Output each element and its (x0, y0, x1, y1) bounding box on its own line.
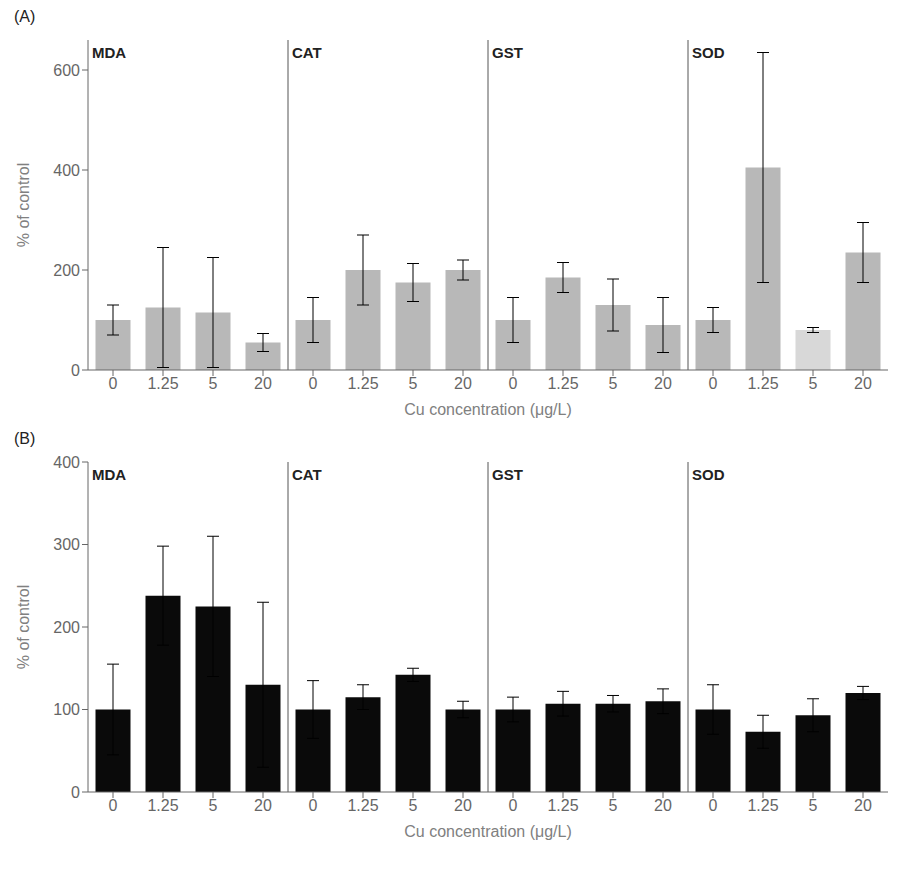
svg-text:Cu concentration (μg/L): Cu concentration (μg/L) (404, 823, 572, 840)
svg-text:CAT: CAT (292, 44, 322, 61)
svg-text:400: 400 (53, 454, 80, 471)
svg-text:0: 0 (509, 797, 518, 814)
svg-text:MDA: MDA (92, 466, 126, 483)
svg-text:5: 5 (409, 375, 418, 392)
svg-text:600: 600 (53, 62, 80, 79)
svg-text:20: 20 (654, 797, 672, 814)
svg-text:SOD: SOD (692, 466, 725, 483)
svg-text:5: 5 (209, 375, 218, 392)
svg-text:0: 0 (71, 362, 80, 379)
svg-text:1.25: 1.25 (347, 375, 378, 392)
svg-text:5: 5 (209, 797, 218, 814)
svg-text:0: 0 (509, 375, 518, 392)
svg-text:300: 300 (53, 536, 80, 553)
svg-text:1.25: 1.25 (147, 375, 178, 392)
svg-text:1.25: 1.25 (547, 375, 578, 392)
svg-text:20: 20 (454, 797, 472, 814)
svg-text:200: 200 (53, 619, 80, 636)
html-text:(B): (B) (14, 430, 36, 447)
svg-text:0: 0 (309, 797, 318, 814)
svg-text:GST: GST (492, 466, 523, 483)
svg-text:0: 0 (109, 797, 118, 814)
svg-text:5: 5 (609, 375, 618, 392)
svg-text:20: 20 (254, 797, 272, 814)
svg-text:MDA: MDA (92, 44, 126, 61)
svg-text:% of control: % of control (15, 163, 32, 247)
svg-text:1.25: 1.25 (747, 797, 778, 814)
svg-text:20: 20 (854, 375, 872, 392)
svg-text:0: 0 (109, 375, 118, 392)
svg-text:GST: GST (492, 44, 523, 61)
svg-text:CAT: CAT (292, 466, 322, 483)
svg-text:20: 20 (454, 375, 472, 392)
svg-text:20: 20 (254, 375, 272, 392)
svg-text:% of control: % of control (15, 585, 32, 669)
svg-text:5: 5 (809, 797, 818, 814)
svg-text:SOD: SOD (692, 44, 725, 61)
svg-text:20: 20 (654, 375, 672, 392)
svg-text:1.25: 1.25 (547, 797, 578, 814)
svg-text:Cu concentration (μg/L): Cu concentration (μg/L) (404, 401, 572, 418)
svg-text:1.25: 1.25 (147, 797, 178, 814)
svg-text:400: 400 (53, 162, 80, 179)
svg-text:1.25: 1.25 (747, 375, 778, 392)
svg-text:0: 0 (309, 375, 318, 392)
svg-text:0: 0 (709, 375, 718, 392)
svg-text:0: 0 (709, 797, 718, 814)
html-text:(A): (A) (14, 8, 36, 25)
svg-text:200: 200 (53, 262, 80, 279)
svg-text:5: 5 (609, 797, 618, 814)
svg-text:1.25: 1.25 (347, 797, 378, 814)
svg-text:100: 100 (53, 701, 80, 718)
svg-text:5: 5 (809, 375, 818, 392)
svg-text:5: 5 (409, 797, 418, 814)
svg-text:0: 0 (71, 784, 80, 801)
svg-text:20: 20 (854, 797, 872, 814)
